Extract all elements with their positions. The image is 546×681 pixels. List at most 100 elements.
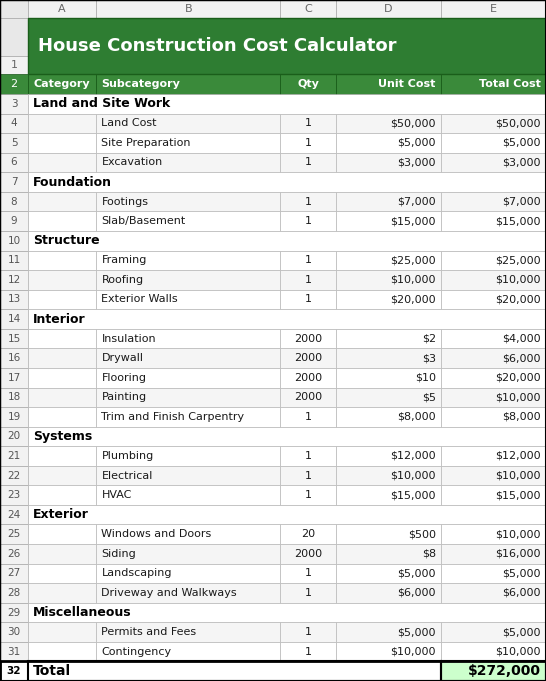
Text: $12,000: $12,000 <box>390 451 436 461</box>
Text: 8: 8 <box>11 197 17 206</box>
Bar <box>336 486 441 505</box>
Bar <box>28 622 97 642</box>
Text: Interior: Interior <box>33 313 86 326</box>
Bar <box>441 524 546 544</box>
Bar <box>280 524 336 544</box>
Text: Painting: Painting <box>102 392 146 402</box>
Text: $6,000: $6,000 <box>502 353 541 363</box>
Bar <box>280 329 336 349</box>
Text: 6: 6 <box>11 157 17 168</box>
Bar <box>97 407 280 426</box>
Bar <box>280 446 336 466</box>
Bar <box>441 642 546 661</box>
Text: Category: Category <box>33 79 90 89</box>
Bar <box>441 0 546 18</box>
Text: Unit Cost: Unit Cost <box>378 79 436 89</box>
Bar <box>28 349 97 368</box>
Bar <box>441 192 546 211</box>
Bar <box>28 622 97 642</box>
Bar <box>97 466 280 486</box>
Bar <box>336 114 441 133</box>
Text: Contingency: Contingency <box>102 647 171 656</box>
Bar <box>28 18 546 74</box>
Text: $5,000: $5,000 <box>502 627 541 637</box>
Bar <box>0 94 28 114</box>
Bar <box>0 426 28 446</box>
Bar <box>336 349 441 368</box>
Bar <box>0 114 28 133</box>
Text: 10: 10 <box>8 236 21 246</box>
Bar <box>0 231 28 251</box>
Bar <box>280 407 336 426</box>
Bar <box>97 486 280 505</box>
Text: House Construction Cost Calculator: House Construction Cost Calculator <box>38 37 396 55</box>
Bar <box>97 642 280 661</box>
Bar <box>280 622 336 642</box>
Bar <box>441 251 546 270</box>
Bar <box>97 153 280 172</box>
Text: 1: 1 <box>305 255 311 266</box>
Bar <box>336 368 441 387</box>
Bar <box>28 583 97 603</box>
Bar <box>97 544 280 564</box>
Bar <box>28 426 546 446</box>
Bar <box>97 583 280 603</box>
Bar <box>0 486 28 505</box>
Bar <box>28 18 546 74</box>
Bar <box>28 153 97 172</box>
Text: 23: 23 <box>8 490 21 500</box>
Bar <box>280 642 336 661</box>
Text: $25,000: $25,000 <box>495 255 541 266</box>
Bar <box>28 309 546 329</box>
Text: 2000: 2000 <box>294 373 322 383</box>
Bar <box>0 426 28 446</box>
Bar <box>280 622 336 642</box>
Text: Siding: Siding <box>102 549 136 559</box>
Bar <box>336 564 441 583</box>
Bar <box>28 74 97 94</box>
Text: 1: 1 <box>305 412 311 422</box>
Bar <box>336 270 441 289</box>
Bar <box>28 603 546 622</box>
Bar <box>0 329 28 349</box>
Text: Total Cost: Total Cost <box>479 79 541 89</box>
Text: $10: $10 <box>415 373 436 383</box>
Bar <box>28 524 97 544</box>
Bar <box>280 133 336 153</box>
Text: $8,000: $8,000 <box>397 412 436 422</box>
Text: 20: 20 <box>8 432 21 441</box>
Bar <box>441 387 546 407</box>
Text: $3: $3 <box>422 353 436 363</box>
Bar <box>280 524 336 544</box>
Bar <box>441 349 546 368</box>
Bar <box>441 289 546 309</box>
Text: 24: 24 <box>8 509 21 520</box>
Text: $5,000: $5,000 <box>502 138 541 148</box>
Text: Land Cost: Land Cost <box>102 118 157 128</box>
Text: 9: 9 <box>11 216 17 226</box>
Bar <box>441 270 546 289</box>
Text: Subcategory: Subcategory <box>102 79 180 89</box>
Bar <box>280 486 336 505</box>
Bar <box>97 486 280 505</box>
Text: 12: 12 <box>8 275 21 285</box>
Text: $25,000: $25,000 <box>390 255 436 266</box>
Text: $10,000: $10,000 <box>496 647 541 656</box>
Text: $5,000: $5,000 <box>397 138 436 148</box>
Bar <box>97 524 280 544</box>
Bar <box>28 172 546 192</box>
Bar <box>28 329 97 349</box>
Bar <box>280 251 336 270</box>
Bar <box>97 387 280 407</box>
Bar <box>28 211 97 231</box>
Bar <box>280 153 336 172</box>
Bar <box>336 466 441 486</box>
Bar <box>280 0 336 18</box>
Bar <box>441 211 546 231</box>
Bar <box>0 446 28 466</box>
Bar <box>280 114 336 133</box>
Bar <box>0 622 28 642</box>
Bar <box>441 446 546 466</box>
Text: $2: $2 <box>422 334 436 344</box>
Text: 1: 1 <box>305 451 311 461</box>
